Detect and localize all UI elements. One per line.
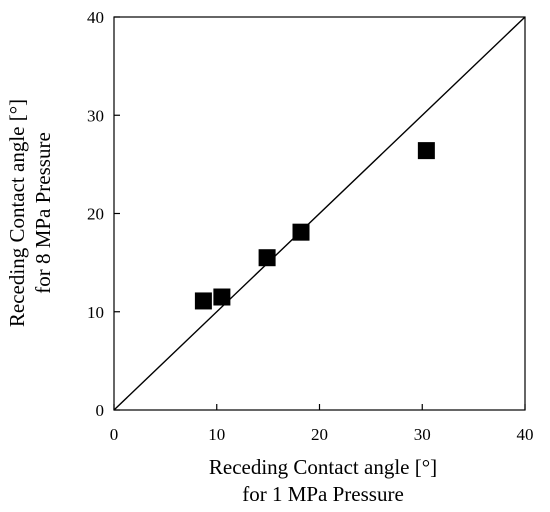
x-axis-title-line-2: for 1 MPa Pressure <box>242 482 404 506</box>
ticks-group: 0 10 20 30 40 0 10 20 30 40 <box>87 8 534 444</box>
data-points-group <box>194 142 435 310</box>
data-point <box>292 223 310 241</box>
y-axis-title-line-1: Receding Contact angle [°] <box>5 99 29 327</box>
x-tick-label: 0 <box>110 425 119 444</box>
y-tick-label: 0 <box>96 401 105 420</box>
y-tick-label: 40 <box>87 8 104 27</box>
x-tick-label: 30 <box>414 425 431 444</box>
x-tick-label: 20 <box>311 425 328 444</box>
y-tick-label: 30 <box>87 106 104 125</box>
y-tick-label: 10 <box>87 303 104 322</box>
data-point <box>417 142 435 160</box>
diagonal-reference-line <box>113 16 526 411</box>
x-tick-label: 10 <box>208 425 225 444</box>
data-point <box>213 288 231 306</box>
data-point <box>194 292 212 310</box>
reference-line-group <box>113 16 526 411</box>
y-axis-title-line-2: for 8 MPa Pressure <box>31 132 55 294</box>
x-tick-label: 40 <box>517 425 534 444</box>
data-point <box>258 249 276 267</box>
x-axis-title-line-1: Receding Contact angle [°] <box>209 455 437 479</box>
y-tick-label: 20 <box>87 205 104 224</box>
